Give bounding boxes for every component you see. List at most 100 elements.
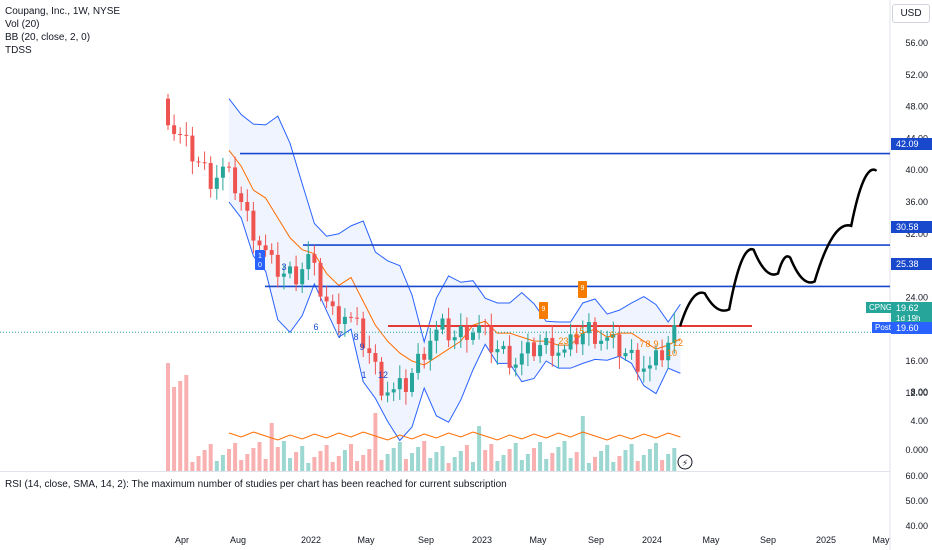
flash-icon-glyph: ⚡	[682, 459, 688, 469]
td-count-label: 9	[359, 342, 364, 352]
volume-bar	[647, 449, 652, 471]
volume-bar	[483, 450, 488, 471]
candle-body	[220, 166, 225, 178]
post-label-tag: Post	[872, 322, 895, 333]
candle-body	[281, 273, 286, 277]
price-tick-label: 48.00	[905, 102, 928, 112]
candle-body	[385, 392, 390, 396]
tdss-legend[interactable]: TDSS	[5, 45, 32, 56]
candle-body	[495, 349, 500, 353]
volume-bar	[416, 447, 421, 471]
volume-bar	[556, 447, 561, 471]
candle-body	[647, 365, 652, 369]
candle-body	[446, 318, 451, 341]
volume-bar	[391, 448, 396, 471]
time-tick-label: May	[702, 535, 720, 545]
volume-bar	[641, 455, 646, 471]
level-tag-30: 30.58	[891, 221, 932, 233]
volume-bar	[507, 449, 512, 471]
bb-upper	[228, 98, 681, 344]
candle-body	[257, 240, 262, 246]
volume-bar	[214, 461, 219, 471]
volume-bar	[660, 460, 665, 471]
volume-bar	[275, 447, 280, 471]
volume-bar	[422, 441, 427, 471]
volume-ma	[228, 431, 681, 441]
price-tick-label: 52.00	[905, 70, 928, 80]
candle-body	[324, 296, 329, 302]
volume-bar	[410, 453, 414, 471]
candle-body	[361, 318, 366, 349]
volume-bar	[190, 462, 195, 471]
volume-bar	[635, 461, 640, 471]
volume-bar	[281, 441, 286, 471]
time-tick-label: Sep	[760, 535, 776, 545]
volume-legend[interactable]: Vol (20)	[5, 19, 40, 30]
volume-bar	[434, 452, 439, 471]
volume-bar	[666, 454, 671, 471]
volume-bar	[318, 451, 323, 471]
volume-bar	[294, 452, 299, 471]
rsi-tick-label: 50.00	[905, 496, 928, 506]
volume-bar	[300, 446, 305, 471]
legend: Coupang, Inc., 1W, NYSE Vol (20) BB (20,…	[5, 5, 120, 57]
volume-bar	[355, 461, 360, 471]
volume-bar	[239, 460, 244, 471]
candle-body	[605, 337, 610, 341]
currency-button[interactable]: USD	[892, 4, 930, 23]
volume-bar	[324, 445, 329, 471]
symbol-title[interactable]: Coupang, Inc., 1W, NYSE	[5, 6, 121, 17]
candle-body	[525, 342, 530, 354]
candle-body	[190, 135, 195, 162]
bb-legend[interactable]: BB (20, close, 2, 0)	[5, 32, 91, 43]
rsi-tick-label: 60.00	[905, 471, 928, 481]
td-buy-box	[255, 250, 265, 270]
volume-bar	[525, 454, 530, 471]
td-count-label: 8	[645, 339, 650, 349]
volume-bar	[245, 454, 250, 471]
volume-bar	[202, 450, 207, 471]
candle-body	[501, 345, 506, 350]
candle-body	[166, 98, 170, 126]
volume-tick-label: 8.00	[910, 387, 928, 397]
time-tick-label: 2025	[816, 535, 836, 545]
volume-bar	[288, 458, 292, 471]
price-tick-label: 36.00	[905, 197, 928, 207]
candle-body	[172, 125, 177, 135]
td-count-label: 7	[639, 339, 644, 349]
price-tick-label: 12.00	[905, 388, 928, 398]
candle-body	[593, 322, 597, 344]
volume-bar	[471, 462, 475, 471]
volume-bar	[233, 443, 238, 471]
price-tick-label: 24.00	[905, 292, 928, 302]
candle-body	[416, 353, 421, 373]
candle-body	[269, 250, 274, 255]
volume-bar	[227, 449, 231, 471]
volume-tick-label: 4.00	[910, 416, 928, 426]
candle-body	[452, 337, 457, 341]
time-tick-label: Sep	[418, 535, 434, 545]
volume-bar	[617, 456, 622, 471]
candle-body	[550, 337, 555, 356]
candle-body	[379, 361, 384, 396]
volume-bar	[269, 423, 274, 471]
candle-body	[568, 334, 573, 350]
candle-body	[464, 326, 469, 340]
candle-body	[208, 163, 213, 189]
td-count-label: 12	[378, 370, 388, 380]
candle-body	[489, 326, 494, 353]
pane-separator[interactable]	[0, 471, 890, 472]
volume-bar	[367, 449, 372, 471]
volume-bar	[611, 462, 616, 471]
rsi-note: RSI (14, close, SMA, 14, 2): The maximum…	[5, 479, 507, 490]
candle-body	[403, 378, 408, 393]
td-sell-box-2-label: 9	[581, 285, 585, 292]
candle-body	[483, 325, 488, 327]
candle-body	[562, 349, 567, 353]
td-sell-box-1	[539, 302, 548, 319]
candle-body	[440, 318, 445, 330]
candle-body	[349, 316, 353, 318]
rsi-tick-label: 40.00	[905, 521, 928, 531]
